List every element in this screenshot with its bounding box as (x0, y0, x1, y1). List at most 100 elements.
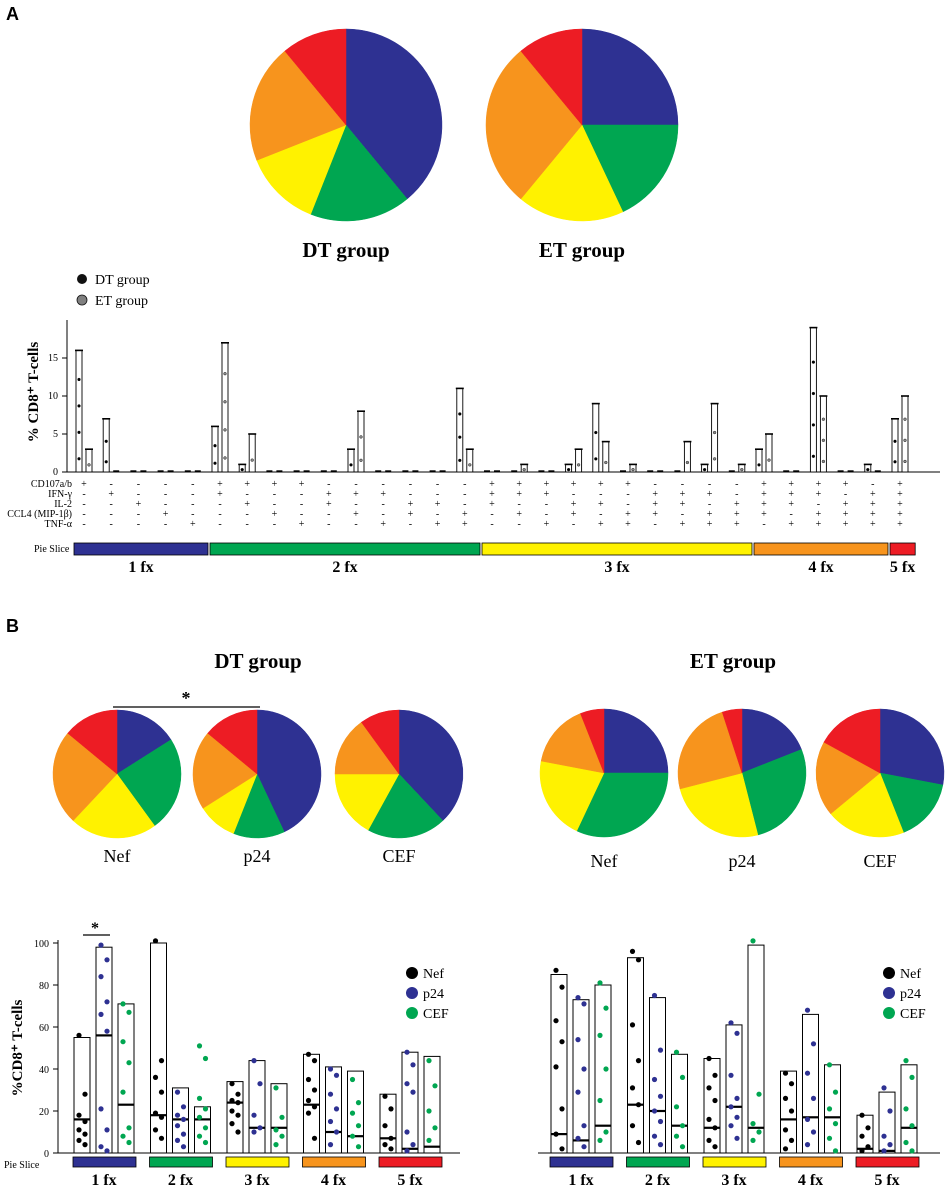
a-marker-sign: + (816, 489, 822, 500)
b-dt-sig-star: * (91, 920, 99, 937)
b-data-point (104, 1148, 110, 1154)
b-data-point (235, 1100, 241, 1106)
b-data-point (629, 948, 636, 955)
b-bar-cef (900, 1064, 918, 1154)
pie-b-et-p24-label: p24 (729, 851, 756, 871)
b-data-point (333, 1072, 340, 1078)
a-marker-sign: - (191, 499, 194, 510)
a-data-point (77, 430, 81, 434)
a-y-tick-label: 15 (48, 353, 58, 364)
a-marker-sign: + (299, 479, 305, 490)
a-data-point (821, 459, 825, 464)
b-data-point (355, 1100, 362, 1106)
b-data-point (750, 938, 756, 944)
a-data-point (893, 460, 897, 464)
a-marker-sign: + (870, 489, 876, 500)
a-data-point (359, 435, 363, 439)
a-marker-sign: - (654, 519, 657, 530)
b-bar-cef (824, 1064, 841, 1154)
pie-b-dt-cef (334, 709, 464, 839)
b-data-point (229, 1121, 235, 1127)
a-marker-sign: - (490, 519, 493, 530)
b-data-point (382, 1123, 388, 1129)
a-data-point (757, 463, 761, 467)
b-data-point (404, 1049, 410, 1055)
b-data-point (603, 1066, 609, 1072)
a-marker-sign: + (108, 489, 114, 500)
b-significance-star: * (182, 688, 191, 708)
b-data-point (635, 1102, 642, 1108)
a-marker-sign: - (300, 509, 303, 520)
b-slice-label: 5 fx (874, 1172, 899, 1189)
a-marker-sign: + (516, 509, 522, 520)
a-marker-row-label: IFN-γ (48, 489, 72, 500)
b-data-point (126, 1125, 132, 1131)
a-data-point (811, 423, 815, 427)
a-marker-sign: + (897, 489, 903, 500)
a-marker-sign: + (81, 479, 87, 490)
a-marker-sign: - (409, 479, 412, 490)
b-data-point (152, 1074, 159, 1080)
a-marker-sign: - (790, 509, 793, 520)
a-data-point (811, 360, 815, 364)
b-data-point (575, 1089, 581, 1095)
b-y-tick-label: 60 (39, 1023, 49, 1034)
a-data-point (468, 463, 472, 467)
a-marker-sign: + (544, 519, 550, 530)
a-marker-sign: - (572, 519, 575, 530)
b-data-point (349, 1133, 356, 1139)
b-bar-p24 (401, 1051, 419, 1154)
a-y-axis-label: % CD8⁺ T-cells (26, 342, 42, 443)
b-data-point (657, 1047, 664, 1053)
b-slice-bar (626, 1156, 690, 1168)
b-y-tick-label: 100 (34, 939, 49, 950)
a-marker-sign: + (598, 519, 604, 530)
a-marker-sign: + (843, 509, 849, 520)
a-marker-sign: + (816, 479, 822, 490)
b-bar-nef (780, 1070, 797, 1154)
a-data-point (213, 444, 217, 448)
a-marker-sign: + (299, 519, 305, 530)
b-data-point (349, 1110, 356, 1116)
b-data-point (706, 1116, 712, 1122)
a-marker-sign: + (163, 509, 169, 520)
a-marker-sign: - (708, 479, 711, 490)
a-marker-sign: + (353, 509, 359, 520)
a-marker-sign: - (735, 479, 738, 490)
a-slice-bar (753, 542, 889, 556)
a-marker-sign: - (191, 489, 194, 500)
a-marker-row-label: IL-2 (54, 499, 72, 510)
pie-slice-2fx (576, 772, 669, 838)
b-data-point (788, 1137, 795, 1143)
a-slice-bar (209, 542, 481, 556)
b-data-point (82, 1118, 88, 1125)
a-marker-sign: - (844, 489, 847, 500)
a-marker-sign: + (788, 489, 794, 500)
a-bar-DT-group (102, 418, 110, 473)
a-data-point (223, 372, 227, 376)
b-legend-label: CEF (423, 1007, 449, 1022)
b-data-point (426, 1137, 432, 1143)
b-slice-label: 1 fx (91, 1172, 116, 1189)
b-data-point (734, 1135, 740, 1141)
pie-et-group-title: ET group (539, 238, 625, 262)
b-data-point (98, 1144, 104, 1150)
a-marker-sign: + (870, 519, 876, 530)
b-data-point (826, 1106, 833, 1112)
a-marker-sign: + (625, 479, 631, 490)
pie-slice-3fx (830, 772, 904, 838)
b-data-point (903, 1106, 909, 1112)
b-data-point (305, 1110, 312, 1116)
pie-slice-4fx (52, 732, 118, 822)
b-data-point (388, 1135, 394, 1141)
b-slice-bar (378, 1156, 443, 1168)
b-data-point (98, 1011, 104, 1018)
b-data-point (832, 1121, 839, 1127)
a-marker-sign: + (489, 479, 495, 490)
pie-slice-4fx (815, 741, 881, 815)
a-marker-sign: - (246, 489, 249, 500)
a-bar-ET-group (765, 433, 773, 473)
a-bars (75, 326, 909, 473)
a-marker-sign: + (544, 489, 550, 500)
a-marker-sign: + (816, 519, 822, 530)
